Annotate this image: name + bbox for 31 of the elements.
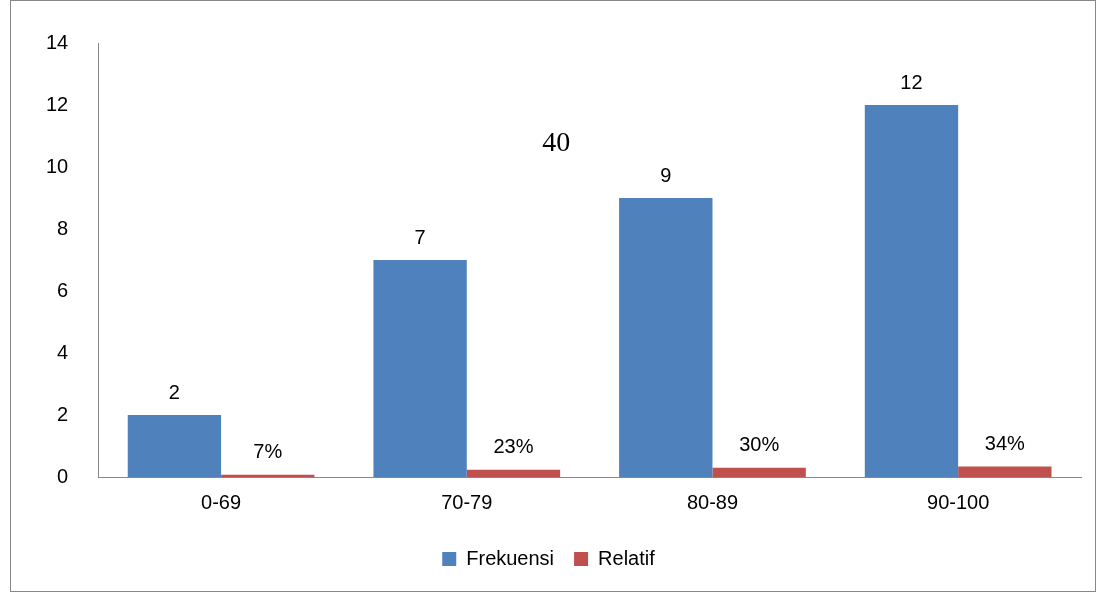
bar — [373, 260, 467, 477]
data-label: 34% — [984, 431, 1026, 454]
y-tick-label: 0 — [57, 464, 69, 487]
data-label: 2 — [168, 380, 180, 403]
y-tick-label: 2 — [57, 402, 69, 425]
data-label: 12 — [900, 70, 923, 93]
bar — [127, 415, 222, 477]
x-tick-label: 90-100 — [927, 490, 990, 513]
bar — [466, 469, 561, 477]
x-tick-label: 70-79 — [441, 490, 493, 513]
bar — [864, 105, 959, 477]
y-tick-label: 14 — [46, 30, 69, 53]
data-label: 7 — [414, 225, 426, 248]
data-label: 30% — [739, 433, 780, 456]
x-tick-label: 0-69 — [201, 490, 242, 513]
y-tick-label: 6 — [57, 278, 69, 301]
y-tick-label: 8 — [57, 216, 69, 239]
x-tick-label: 80-89 — [686, 490, 739, 513]
annotation: 40 — [542, 126, 571, 158]
data-label: 23% — [493, 435, 534, 458]
bar — [712, 467, 806, 477]
bar — [619, 198, 713, 477]
y-tick-label: 4 — [57, 340, 69, 363]
data-label: 7% — [253, 440, 283, 463]
y-tick-label: 10 — [46, 154, 69, 177]
bar — [958, 466, 1052, 477]
bar — [221, 474, 315, 477]
legend-label: Frekuensi — [466, 546, 555, 569]
y-tick-label: 12 — [46, 92, 69, 115]
legend-label: Relatif — [598, 546, 656, 569]
data-label: 9 — [660, 163, 672, 186]
